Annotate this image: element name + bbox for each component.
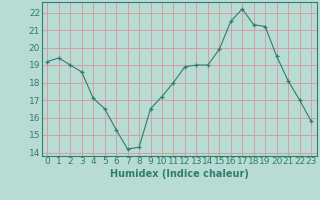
X-axis label: Humidex (Indice chaleur): Humidex (Indice chaleur) [110, 169, 249, 179]
